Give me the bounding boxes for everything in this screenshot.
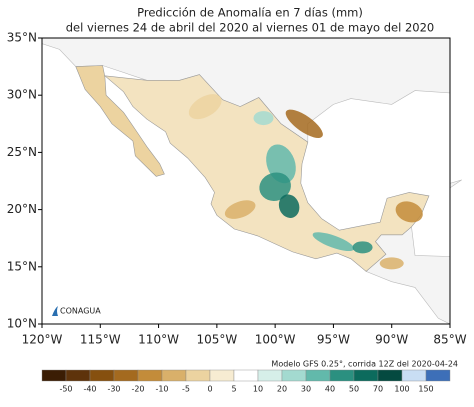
lat-tick-label: 10°N — [7, 317, 37, 331]
cuba — [449, 179, 462, 189]
colorbar-label: 5 — [231, 385, 236, 394]
anomaly-patch — [224, 200, 256, 219]
colorbar-swatch — [257, 369, 283, 382]
map-frame — [41, 37, 451, 325]
land — [41, 37, 462, 325]
lon-tick-label: 120°W — [22, 333, 63, 347]
model-note: Modelo GFS 0.25°, corrida 12Z del 2020-0… — [271, 360, 458, 369]
colorbar-label: 70 — [373, 385, 383, 394]
anomaly-patch — [379, 257, 404, 270]
title: Predicción de Anomalía en 7 días (mm) — [137, 6, 363, 20]
colorbar-label: 40 — [325, 385, 335, 394]
colorbar-label: -40 — [83, 385, 96, 394]
lon-tick-label: 90°W — [375, 333, 408, 347]
colorbar-swatch — [377, 369, 403, 382]
colorbar-swatch — [281, 369, 307, 382]
lat-tick-label: 25°N — [7, 145, 37, 159]
logo: CONAGUA — [52, 306, 101, 316]
colorbar-label: -50 — [59, 385, 72, 394]
lon-tick-label: 95°W — [317, 333, 350, 347]
lat-tick-label: 20°N — [7, 202, 37, 216]
anomaly-patch — [253, 111, 274, 126]
anomaly-patch — [285, 109, 323, 139]
colorbar-swatch — [89, 369, 115, 382]
colorbar-label: -20 — [131, 385, 144, 394]
baja-california — [75, 65, 165, 177]
colorbar-label: -5 — [182, 385, 190, 394]
colorbar-swatch — [209, 369, 235, 382]
colorbar-label: 30 — [301, 385, 311, 394]
colorbar-swatch — [113, 369, 139, 382]
lat-tick-label: 15°N — [7, 259, 37, 273]
lon-tick-label: 85°W — [433, 333, 466, 347]
colorbar-swatch — [329, 369, 355, 382]
colorbar-label: 100 — [394, 385, 409, 394]
lon-tick-label: 105°W — [196, 333, 237, 347]
colorbar-swatch — [401, 369, 427, 382]
central-america — [365, 226, 451, 325]
mexico-mainland — [103, 74, 430, 272]
lon-tick-label: 115°W — [80, 333, 121, 347]
logo-text: CONAGUA — [60, 307, 101, 316]
anomaly-patch — [259, 172, 291, 201]
colorbar-swatch — [305, 369, 331, 382]
anomaly-patch — [188, 94, 222, 120]
anomaly-patch — [312, 232, 355, 252]
colorbar-label: 10 — [253, 385, 263, 394]
lat-tick-label: 30°N — [7, 88, 37, 102]
colorbar-label: 0 — [207, 385, 212, 394]
colorbar-swatch — [233, 369, 259, 382]
colorbar-swatch — [161, 369, 187, 382]
colorbar-swatch — [353, 369, 379, 382]
lat-tick-label: 35°N — [7, 31, 37, 45]
colorbar-swatch — [41, 369, 67, 382]
anomaly-patch — [395, 201, 423, 223]
colorbar-label: 150 — [418, 385, 433, 394]
colorbar-swatch — [185, 369, 211, 382]
lon-tick-label: 110°W — [138, 333, 179, 347]
anomaly-patch — [352, 241, 373, 254]
colorbar-swatch — [137, 369, 163, 382]
subtitle: del viernes 24 de abril del 2020 al vier… — [66, 21, 435, 35]
colorbar-label: -30 — [107, 385, 120, 394]
colorbar-label: 20 — [277, 385, 287, 394]
colorbar-swatch — [65, 369, 91, 382]
colorbar-label: 50 — [349, 385, 359, 394]
colorbar-label: -10 — [155, 385, 168, 394]
anomaly-patch — [278, 194, 300, 218]
colorbar-swatch — [425, 369, 451, 382]
lon-tick-label: 100°W — [255, 333, 296, 347]
